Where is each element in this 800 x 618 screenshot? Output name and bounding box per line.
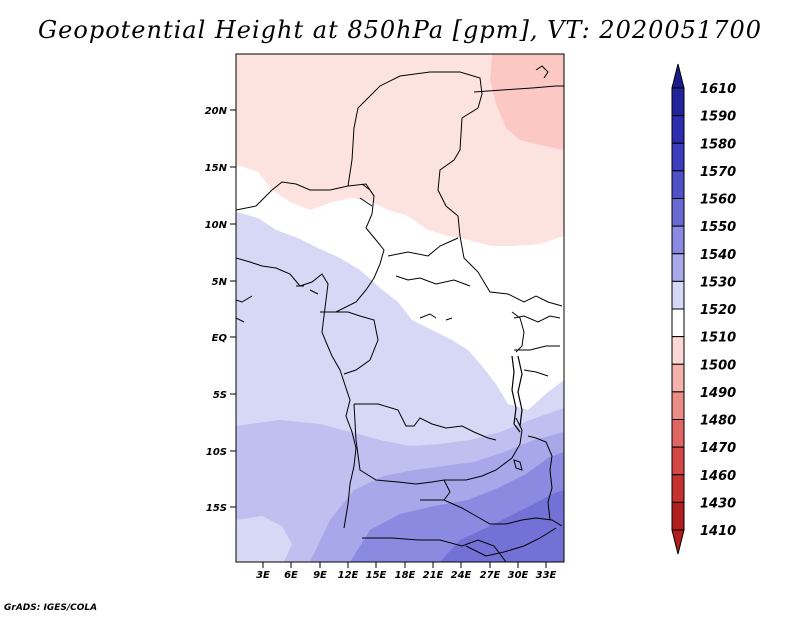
lat-tick-label: 20N (205, 106, 228, 117)
legend-swatch (671, 115, 685, 144)
lat-tick-label: 15N (205, 163, 228, 174)
lat-tick-label: 15S (206, 503, 227, 514)
grads-credit: GrADS: IGES/COLA (4, 603, 98, 613)
lon-tick: 9E (313, 562, 327, 581)
lon-tick: 30E (508, 562, 529, 581)
lon-tick: 12E (338, 562, 359, 581)
lon-tick: 3E (256, 562, 270, 581)
legend-level-label: 1460 (700, 469, 736, 484)
legend-level-label: 1430 (700, 496, 736, 511)
lon-tick: 18E (395, 562, 416, 581)
legend-swatch (671, 501, 685, 531)
legend-swatch (671, 225, 685, 255)
legend-swatch (671, 87, 685, 117)
country-borders (236, 65, 564, 562)
field-1500 (236, 54, 564, 246)
field-1530-patch-sw (236, 516, 292, 562)
lon-tick-label: 12E (338, 570, 359, 581)
color-legend: 1610 1590 1580 1570 1560 1550 1540 1530 1520 1510… (671, 63, 736, 555)
legend-level-label: 1490 (700, 386, 736, 401)
field-1560 (440, 490, 564, 562)
lon-tick: 21E (423, 562, 444, 581)
lat-tick: 10N (205, 220, 236, 231)
lon-tick-label: 15E (366, 570, 387, 581)
lon-tick-label: 33E (536, 570, 557, 581)
lat-tick-label: 5N (212, 277, 228, 288)
legend-swatch (671, 142, 685, 172)
legend-swatch (671, 280, 685, 310)
legend-swatch (671, 474, 685, 503)
legend-level-label: 1520 (700, 303, 736, 318)
legend-swatch (671, 446, 685, 476)
legend-level-label: 1470 (700, 441, 736, 456)
legend-bottom-arrow (671, 529, 685, 555)
legend-level-label: 1530 (700, 275, 736, 290)
legend-swatch (671, 419, 685, 448)
lon-tick: 27E (480, 562, 501, 581)
legend-swatch (671, 336, 685, 365)
legend-swatch (671, 308, 685, 338)
lon-tick: 6E (284, 562, 298, 581)
lat-tick: 10S (206, 447, 236, 458)
legend-level-label: 1550 (700, 220, 736, 235)
legend-level-label: 1540 (700, 248, 736, 263)
map-frame (235, 53, 565, 563)
legend-swatch (671, 253, 685, 282)
lon-tick-label: 3E (256, 570, 270, 581)
lat-tick: 15S (206, 503, 236, 514)
latitude-axis: 20N 15N 10N 5N EQ 5S 10S 15S (205, 106, 236, 514)
legend-swatch (671, 198, 685, 227)
legend-swatch (671, 363, 685, 393)
height-field (236, 54, 564, 562)
lat-tick-label: 10N (205, 220, 228, 231)
lat-tick: 5S (213, 390, 236, 401)
legend-level-label: 1410 (700, 524, 736, 539)
lon-tick-label: 30E (508, 570, 529, 581)
lat-tick-label: 10S (206, 447, 227, 458)
legend-level-label: 1570 (700, 165, 736, 180)
map-title: Geopotential Height at 850hPa [gpm], VT:… (38, 16, 762, 44)
lat-tick-label: 5S (213, 390, 227, 401)
lon-tick-label: 21E (423, 570, 444, 581)
legend-level-label: 1480 (700, 414, 736, 429)
lon-tick-label: 24E (451, 570, 472, 581)
legend-level-label: 1510 (700, 331, 736, 346)
lat-tick-label: EQ (212, 333, 228, 344)
lat-tick: 5N (212, 277, 236, 288)
lon-tick: 33E (536, 562, 557, 581)
legend-swatch (671, 170, 685, 199)
lat-tick: EQ (212, 333, 236, 344)
legend-swatch (671, 391, 685, 420)
legend-level-label: 1610 (700, 82, 736, 97)
legend-level-label: 1590 (700, 110, 736, 125)
legend-top-arrow (671, 63, 685, 89)
legend-level-label: 1560 (700, 193, 736, 208)
lon-tick: 24E (451, 562, 472, 581)
field-1490 (490, 54, 564, 150)
lon-tick-label: 6E (284, 570, 298, 581)
legend-level-label: 1500 (700, 358, 736, 373)
lat-tick: 20N (205, 106, 236, 117)
lat-tick: 15N (205, 163, 236, 174)
lon-tick-label: 27E (480, 570, 501, 581)
longitude-axis: 3E 6E 9E 12E 15E 18E 21E 24E (256, 562, 557, 581)
legend-level-label: 1580 (700, 137, 736, 152)
lon-tick-label: 18E (395, 570, 416, 581)
lon-tick: 15E (366, 562, 387, 581)
lon-tick-label: 9E (313, 570, 327, 581)
